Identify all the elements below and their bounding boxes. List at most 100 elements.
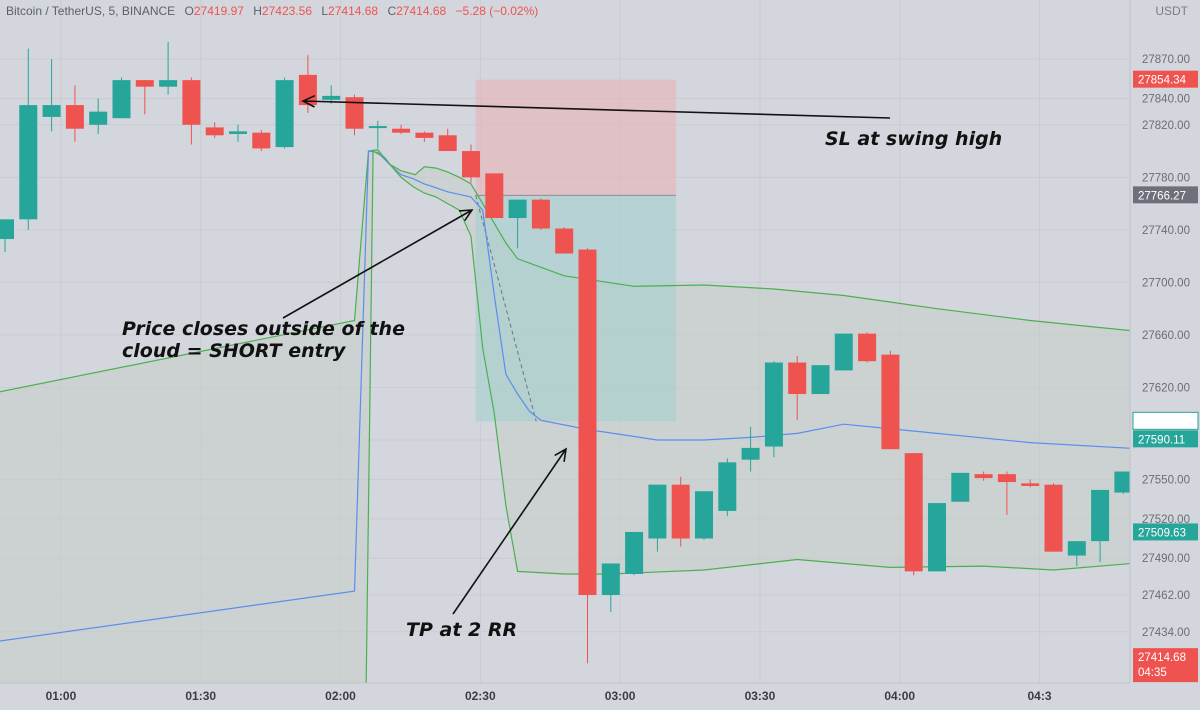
candle xyxy=(695,491,713,540)
candle-body xyxy=(741,447,760,460)
candle xyxy=(648,484,667,552)
price-tag: 27766.27 xyxy=(1133,186,1198,204)
candle xyxy=(392,124,411,134)
time-tick-label: 01:30 xyxy=(185,689,216,703)
candle xyxy=(462,144,480,183)
candle xyxy=(322,85,341,104)
candle xyxy=(531,198,550,230)
candle-body xyxy=(65,105,84,129)
price-tag: 27509.63 xyxy=(1133,523,1198,541)
candle xyxy=(997,471,1016,515)
price-tag-value: 27766.27 xyxy=(1138,190,1186,202)
stop-loss-zone xyxy=(475,79,677,196)
sl-arrow-shaft xyxy=(302,100,891,119)
candle-body xyxy=(19,105,38,220)
candle xyxy=(1021,479,1040,488)
entry-arrow xyxy=(282,209,474,319)
candle-body xyxy=(928,503,946,572)
candle-body xyxy=(555,228,574,254)
candle-body xyxy=(89,111,108,125)
candle xyxy=(275,77,294,149)
symbol-name[interactable]: Bitcoin / TetherUS, 5, BINANCE xyxy=(6,4,176,18)
price-tag-value: 27854.34 xyxy=(1138,75,1187,87)
candle-body xyxy=(1021,483,1040,486)
annotation-sl: SL at swing high xyxy=(825,128,1003,150)
candle xyxy=(834,333,853,371)
price-tag-box xyxy=(1133,648,1198,683)
price-tag: 27854.34 xyxy=(1133,70,1198,88)
entry-arrow-shaft xyxy=(282,209,473,319)
candle-body xyxy=(648,484,667,539)
time-tick-label: 04:3 xyxy=(1028,689,1052,703)
candle-body xyxy=(485,173,504,219)
candle xyxy=(555,227,574,254)
candle-body xyxy=(438,135,457,152)
candle xyxy=(508,199,527,249)
position-tool xyxy=(475,79,677,422)
candles xyxy=(0,42,1156,664)
candle xyxy=(951,472,970,502)
price-tag: 27590.11 xyxy=(1133,430,1198,448)
candle-body xyxy=(997,474,1016,483)
price-tick-label: 27780.00 xyxy=(1142,172,1190,184)
price-tag-value: 27590.11 xyxy=(1138,434,1185,446)
candle xyxy=(625,531,644,576)
candle-body xyxy=(1091,489,1110,542)
price-tag-value: 27509.63 xyxy=(1138,527,1186,539)
candle xyxy=(485,173,504,219)
open-label: O xyxy=(184,4,194,18)
candle xyxy=(112,77,131,119)
annotation-entry-line2: cloud = SHORT entry xyxy=(122,340,346,362)
candle-body xyxy=(345,97,364,129)
candle xyxy=(1067,541,1086,567)
price-tick-label: 27620.00 xyxy=(1142,382,1190,394)
candle-body xyxy=(811,365,830,395)
candle-body xyxy=(135,80,154,87)
price-tick-label: 27740.00 xyxy=(1142,225,1190,237)
candle-body xyxy=(275,80,294,148)
candle xyxy=(205,122,224,138)
candle-body xyxy=(904,453,923,572)
candle xyxy=(345,94,364,136)
candle xyxy=(19,48,38,230)
price-tick-label: 27840.00 xyxy=(1142,94,1190,106)
candle xyxy=(881,350,900,450)
candle xyxy=(182,77,201,145)
candle-body xyxy=(112,80,131,119)
candle-body xyxy=(788,362,807,395)
time-tick-label: 02:00 xyxy=(325,689,356,703)
high-label: H xyxy=(253,4,262,18)
candle xyxy=(0,219,14,253)
candle-body xyxy=(322,95,341,100)
candle xyxy=(159,42,178,95)
high-value: 27423.56 xyxy=(261,4,313,18)
open-value: 27419.97 xyxy=(193,4,244,18)
price-tick-label: 27660.00 xyxy=(1142,330,1190,342)
candle xyxy=(858,332,877,363)
candle xyxy=(811,365,830,395)
close-value: 27414.68 xyxy=(396,4,447,18)
candle xyxy=(229,124,247,142)
candle-body xyxy=(531,199,550,229)
sl-arrow-head xyxy=(301,94,316,108)
price-tick-label: 27820.00 xyxy=(1142,120,1190,132)
candle xyxy=(42,59,61,132)
candle xyxy=(718,458,737,517)
currency-label[interactable]: USDT xyxy=(1155,4,1188,18)
candle xyxy=(89,98,108,134)
candle-body xyxy=(881,354,900,450)
candle-body xyxy=(392,128,411,133)
candle-body xyxy=(1067,541,1086,556)
candle xyxy=(764,361,783,458)
price-tag-value: 27414.68 xyxy=(1138,652,1186,664)
candle-body xyxy=(0,219,14,240)
candle-body xyxy=(252,132,271,149)
entry-arrow-head xyxy=(458,209,474,222)
price-tag: 27414.68 04:35 xyxy=(1133,648,1198,683)
price-tag: 27594.22 xyxy=(1132,411,1199,430)
candle-body xyxy=(159,80,178,87)
time-tick-label: 02:30 xyxy=(465,689,496,703)
candle xyxy=(578,248,597,664)
